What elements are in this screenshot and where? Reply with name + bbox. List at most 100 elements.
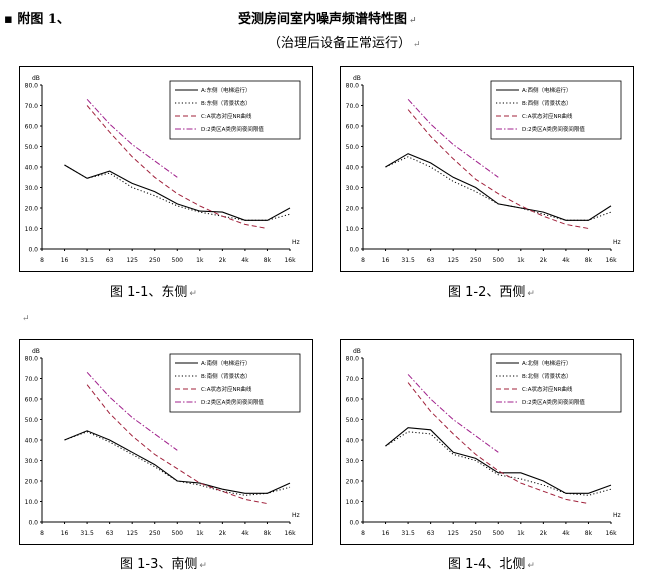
chart-svg: 0.0 10.0 20.0 30.0 40.0 50.0 60.0 70.0 80.0 8 16 31… bbox=[346, 348, 622, 537]
legend-label: B:东侧（背景状态） bbox=[201, 99, 251, 107]
figure-number: 附图 1、 bbox=[17, 12, 70, 27]
x-tick-label: 250 bbox=[149, 530, 161, 537]
chart-svg: 0.0 10.0 20.0 30.0 40.0 50.0 60.0 70.0 80.0 8 16 31… bbox=[25, 348, 301, 537]
x-tick-label: 8k bbox=[585, 530, 593, 537]
y-tick-label: 60.0 bbox=[346, 397, 360, 404]
x-tick-label: 125 bbox=[447, 530, 459, 537]
x-tick-label: 250 bbox=[149, 257, 161, 264]
x-tick-label: 4k bbox=[241, 257, 249, 264]
series-line-a bbox=[64, 430, 291, 494]
y-tick-label: 40.0 bbox=[25, 165, 39, 172]
x-tick-label: 1k bbox=[517, 530, 525, 537]
y-axis-label: dB bbox=[32, 75, 40, 82]
y-tick-label: 60.0 bbox=[25, 124, 39, 131]
x-axis-label: Hz bbox=[613, 239, 621, 246]
x-tick-label: 31.5 bbox=[80, 257, 94, 264]
legend-label: B:北侧（背景状态） bbox=[522, 372, 572, 380]
series-line-d bbox=[86, 371, 178, 451]
x-tick-label: 63 bbox=[106, 530, 114, 537]
return-mark: ↵ bbox=[527, 561, 535, 571]
x-axis-label: Hz bbox=[613, 512, 621, 519]
y-tick-label: 10.0 bbox=[346, 499, 360, 506]
y-tick-label: 10.0 bbox=[25, 499, 39, 506]
y-tick-label: 0.0 bbox=[28, 247, 38, 254]
x-tick-label: 16 bbox=[382, 530, 390, 537]
legend-label: D:2类区A类房间夜间限值 bbox=[522, 125, 585, 133]
return-mark: ↵ bbox=[189, 289, 197, 299]
y-tick-label: 80.0 bbox=[346, 356, 360, 363]
x-tick-label: 250 bbox=[470, 257, 482, 264]
x-tick-label: 500 bbox=[172, 530, 184, 537]
series-line-c bbox=[86, 384, 268, 505]
caption-south: 图 1-3、南侧 ↵ bbox=[120, 553, 207, 572]
legend-label: C:A状态对应NR曲线 bbox=[201, 385, 252, 393]
y-tick-label: 70.0 bbox=[346, 103, 360, 110]
y-tick-label: 0.0 bbox=[349, 247, 359, 254]
y-tick-label: 20.0 bbox=[25, 479, 39, 486]
x-tick-label: 125 bbox=[126, 530, 138, 537]
x-tick-label: 16 bbox=[61, 257, 69, 264]
y-tick-label: 70.0 bbox=[25, 103, 39, 110]
legend-label: C:A状态对应NR曲线 bbox=[522, 385, 573, 393]
x-tick-label: 31.5 bbox=[80, 530, 94, 537]
x-tick-label: 63 bbox=[427, 257, 435, 264]
caption-west: 图 1-2、西侧 ↵ bbox=[448, 281, 535, 300]
series-line-d bbox=[86, 98, 178, 178]
x-tick-label: 500 bbox=[493, 530, 505, 537]
x-tick-label: 8k bbox=[264, 257, 272, 264]
x-tick-label: 31.5 bbox=[401, 257, 415, 264]
x-tick-label: 16k bbox=[605, 257, 617, 264]
x-tick-label: 8 bbox=[40, 530, 44, 537]
y-tick-label: 0.0 bbox=[28, 520, 38, 527]
x-tick-label: 16k bbox=[605, 530, 617, 537]
y-tick-label: 50.0 bbox=[346, 144, 360, 151]
caption-west-text: 图 1-2、西侧 bbox=[448, 285, 526, 300]
series-line-b bbox=[64, 164, 291, 221]
series-line-a bbox=[385, 153, 612, 221]
series-line-c bbox=[86, 105, 268, 229]
caption-east-text: 图 1-1、东侧 bbox=[110, 285, 188, 300]
legend-label: D:2类区A类房间夜间限值 bbox=[201, 125, 264, 133]
return-mark: ↵ bbox=[409, 16, 417, 26]
series-line-b bbox=[385, 156, 612, 221]
y-tick-label: 30.0 bbox=[25, 458, 39, 465]
x-tick-label: 1k bbox=[517, 257, 525, 264]
x-tick-label: 125 bbox=[126, 257, 138, 264]
x-tick-label: 250 bbox=[470, 530, 482, 537]
y-tick-label: 0.0 bbox=[349, 520, 359, 527]
chart-panel-south: 0.0 10.0 20.0 30.0 40.0 50.0 60.0 70.0 80.0 8 16 31… bbox=[19, 339, 313, 545]
x-tick-label: 16 bbox=[382, 257, 390, 264]
x-tick-label: 8 bbox=[361, 530, 365, 537]
x-tick-label: 1k bbox=[196, 530, 204, 537]
x-tick-label: 31.5 bbox=[401, 530, 415, 537]
y-tick-label: 60.0 bbox=[25, 397, 39, 404]
y-axis-label: dB bbox=[32, 348, 40, 355]
series-line-d bbox=[407, 98, 499, 178]
series-line-b bbox=[385, 431, 612, 496]
y-tick-label: 30.0 bbox=[25, 185, 39, 192]
x-tick-label: 8 bbox=[361, 257, 365, 264]
x-tick-label: 63 bbox=[427, 530, 435, 537]
y-tick-label: 50.0 bbox=[25, 417, 39, 424]
y-tick-label: 50.0 bbox=[25, 144, 39, 151]
x-tick-label: 2k bbox=[219, 257, 227, 264]
y-tick-label: 40.0 bbox=[346, 165, 360, 172]
y-tick-label: 10.0 bbox=[346, 226, 360, 233]
series-line-a bbox=[64, 164, 291, 221]
x-tick-label: 4k bbox=[562, 530, 570, 537]
series-line-c bbox=[407, 109, 589, 229]
caption-east: 图 1-1、东侧 ↵ bbox=[110, 281, 197, 300]
x-tick-label: 8k bbox=[585, 257, 593, 264]
legend-label: A:西侧（电梯运行） bbox=[522, 86, 572, 94]
y-tick-label: 20.0 bbox=[346, 479, 360, 486]
chart-panel-east: 0.0 10.0 20.0 30.0 40.0 50.0 60.0 70.0 80.0 8 16 31… bbox=[19, 66, 313, 272]
x-axis-label: Hz bbox=[292, 239, 300, 246]
paragraph-mark: ↵ bbox=[22, 314, 30, 324]
x-tick-label: 2k bbox=[540, 530, 548, 537]
x-tick-label: 2k bbox=[540, 257, 548, 264]
chart-panel-north: 0.0 10.0 20.0 30.0 40.0 50.0 60.0 70.0 80.0 8 16 31… bbox=[340, 339, 634, 545]
legend-label: D:2类区A类房间夜间限值 bbox=[522, 398, 585, 406]
chart-panel-west: 0.0 10.0 20.0 30.0 40.0 50.0 60.0 70.0 80.0 8 16 31… bbox=[340, 66, 634, 272]
page-subtitle: （治理后设备正常运行） ↵ bbox=[268, 32, 421, 51]
caption-north: 图 1-4、北侧 ↵ bbox=[448, 553, 535, 572]
